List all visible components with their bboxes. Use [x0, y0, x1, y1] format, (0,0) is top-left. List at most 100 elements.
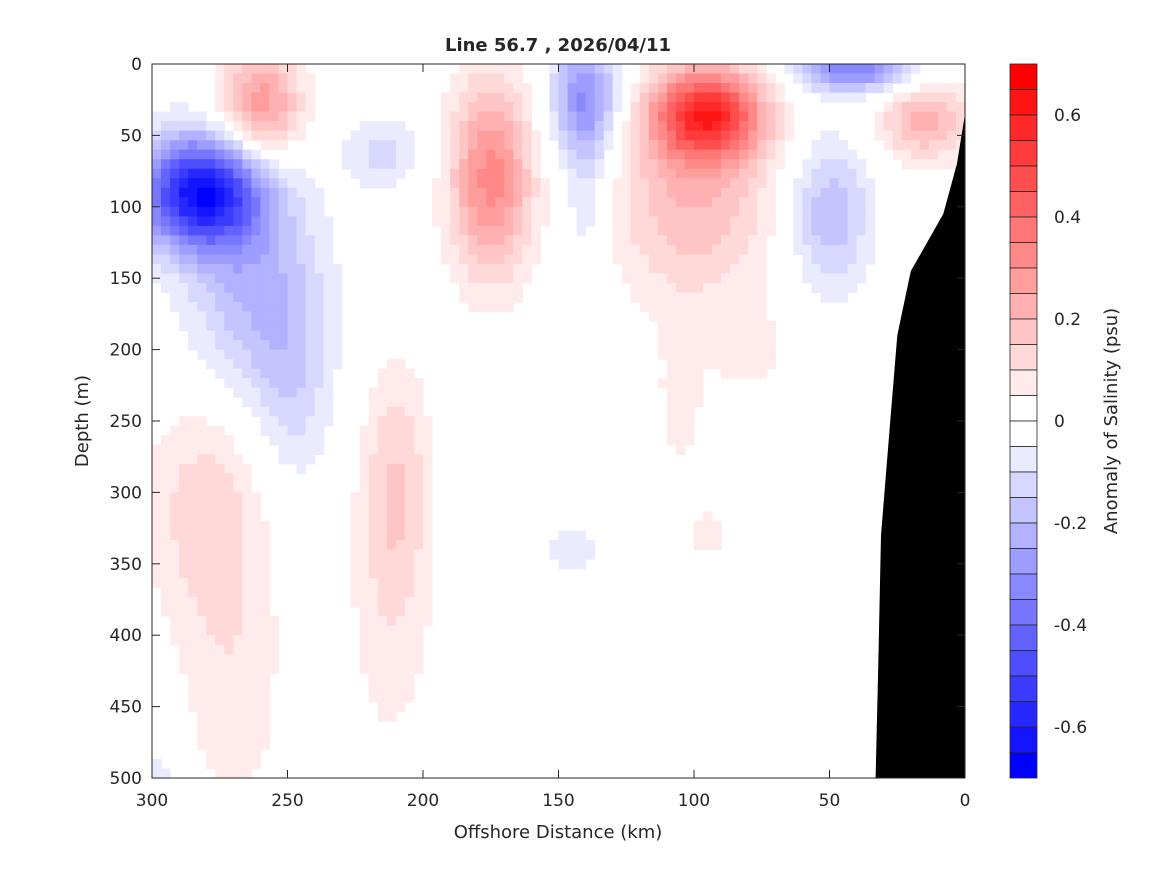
contour-cell — [161, 273, 171, 284]
contour-cell — [161, 159, 171, 170]
y-axis-label: Depth (m) — [72, 375, 93, 467]
contour-cell — [621, 197, 632, 208]
contour-cell — [549, 111, 560, 122]
contour-cell — [486, 216, 496, 227]
contour-cell — [910, 64, 921, 75]
contour-cell — [215, 606, 225, 617]
contour-cell — [829, 64, 840, 75]
contour-cell — [522, 254, 532, 265]
contour-cell — [359, 121, 370, 132]
contour-cell — [278, 168, 289, 179]
contour-cell — [278, 406, 289, 417]
contour-cell — [684, 168, 695, 179]
contour-cell — [359, 663, 370, 674]
contour-cell — [197, 730, 207, 741]
contour-cell — [802, 235, 813, 246]
contour-cell — [242, 263, 252, 275]
contour-cell — [305, 425, 316, 436]
contour-cell — [215, 597, 225, 608]
contour-cell — [206, 263, 216, 275]
contour-cell — [404, 463, 415, 474]
contour-cell — [721, 187, 731, 198]
contour-cell — [748, 216, 758, 227]
contour-cell — [459, 282, 469, 294]
contour-cell — [486, 102, 496, 113]
contour-cell — [233, 225, 243, 236]
contour-cell — [630, 216, 641, 227]
contour-cell — [531, 254, 542, 265]
contour-cell — [874, 111, 885, 122]
contour-cell — [287, 387, 298, 398]
contour-cell — [739, 130, 749, 141]
contour-cell — [224, 64, 234, 75]
contour-cell — [359, 635, 370, 646]
contour-cell — [395, 635, 406, 646]
contour-cell — [215, 311, 225, 322]
contour-cell — [170, 254, 180, 265]
contour-cell — [242, 349, 252, 360]
contour-cell — [215, 720, 225, 731]
contour-cell — [260, 416, 271, 427]
contour-cell — [513, 140, 523, 151]
contour-cell — [260, 292, 271, 303]
contour-cell — [423, 454, 433, 465]
contour-cell — [928, 111, 939, 122]
contour-cell — [675, 425, 686, 436]
contour-cell — [233, 140, 243, 151]
contour-cell — [856, 254, 867, 265]
contour-cell — [567, 121, 578, 132]
contour-cell — [251, 644, 261, 655]
contour-cell — [296, 168, 307, 179]
contour-cell — [197, 130, 207, 141]
contour-cell — [450, 225, 460, 236]
contour-cell — [260, 111, 271, 122]
contour-cell — [766, 178, 776, 189]
contour-cell — [395, 530, 406, 541]
contour-cell — [567, 540, 578, 551]
contour-cell — [377, 140, 388, 151]
contour-cell — [161, 187, 171, 198]
contour-cell — [567, 168, 578, 179]
contour-cell — [224, 187, 234, 198]
contour-cell — [468, 254, 478, 265]
contour-cell — [314, 225, 325, 236]
contour-cell — [621, 121, 632, 132]
contour-cell — [323, 311, 334, 322]
contour-cell — [495, 178, 505, 189]
contour-cell — [269, 235, 280, 246]
contour-cell — [757, 263, 767, 275]
contour-cell — [188, 197, 198, 208]
contour-cell — [513, 83, 523, 94]
contour-cell — [332, 302, 343, 313]
contour-cell — [170, 568, 180, 579]
contour-cell — [775, 159, 785, 170]
contour-cell — [179, 178, 189, 189]
contour-cell — [495, 235, 505, 246]
contour-cell — [504, 102, 514, 113]
contour-cell — [657, 140, 668, 151]
contour-cell — [188, 340, 198, 351]
contour-cell — [197, 635, 207, 646]
contour-cell — [730, 130, 740, 141]
contour-cell — [188, 511, 198, 522]
contour-cell — [188, 216, 198, 227]
contour-cell — [242, 492, 252, 503]
contour-cell — [224, 130, 234, 141]
contour-cell — [585, 102, 596, 113]
contour-cell — [513, 168, 523, 179]
contour-cell — [946, 149, 957, 160]
contour-cell — [666, 244, 677, 255]
contour-cell — [531, 178, 542, 189]
contour-cell — [233, 568, 243, 579]
contour-cell — [224, 758, 234, 770]
contour-cell — [251, 692, 261, 703]
contour-cell — [413, 454, 424, 465]
contour-cell — [404, 616, 415, 627]
contour-cell — [874, 130, 885, 141]
contour-cell — [694, 397, 704, 408]
contour-cell — [648, 178, 659, 189]
contour-cell — [766, 168, 776, 179]
contour-cell — [188, 292, 198, 303]
contour-cell — [179, 635, 189, 646]
contour-cell — [748, 149, 758, 160]
